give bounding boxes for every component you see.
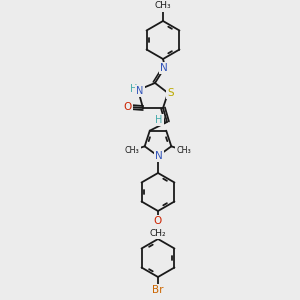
Text: H: H: [155, 115, 163, 125]
Text: H: H: [130, 84, 138, 94]
Text: N: N: [136, 86, 144, 96]
Text: CH₃: CH₃: [155, 2, 171, 10]
Text: CH₃: CH₃: [125, 146, 140, 155]
Text: O: O: [124, 102, 132, 112]
Text: Br: Br: [152, 285, 164, 295]
Text: CH₂: CH₂: [150, 229, 166, 238]
Text: O: O: [154, 216, 162, 226]
Text: N: N: [155, 151, 163, 161]
Text: S: S: [168, 88, 174, 98]
Text: CH₃: CH₃: [176, 146, 191, 155]
Text: N: N: [160, 63, 168, 73]
